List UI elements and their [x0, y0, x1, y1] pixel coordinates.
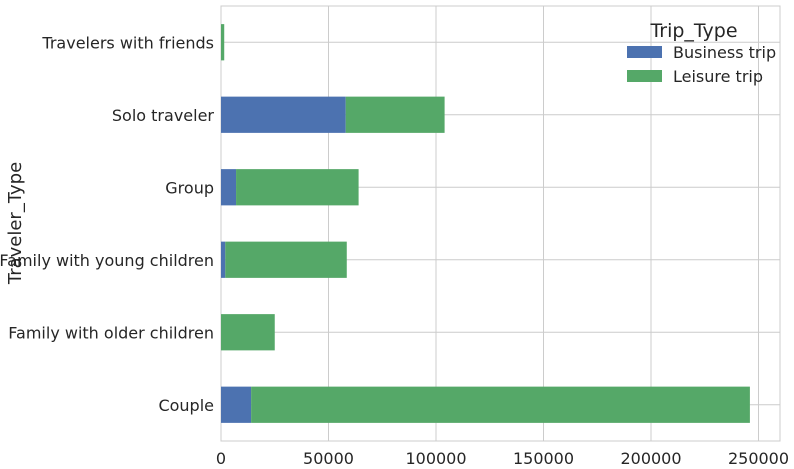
legend: Trip_Type Business trip Leisure trip: [627, 20, 776, 86]
x-tick-label: 150000: [513, 449, 574, 468]
legend-swatch: [627, 70, 662, 82]
plot-background: [220, 5, 781, 442]
y-tick-label: Solo traveler: [112, 106, 215, 125]
y-tick-label: Couple: [158, 396, 214, 415]
bar-family-with-young-children-leisure-trip: [225, 241, 347, 278]
y-axis-title: Traveler_Type: [5, 162, 26, 285]
legend-label: Business trip: [673, 43, 776, 62]
legend-label: Leisure trip: [673, 67, 763, 86]
bar-group-leisure-trip: [236, 169, 359, 206]
y-tick-label: Travelers with friends: [41, 33, 214, 52]
y-tick-label: Family with older children: [8, 323, 214, 342]
legend-swatch: [627, 46, 662, 58]
y-tick-label: Group: [165, 178, 214, 197]
y-tick-label: Family with young children: [0, 251, 214, 270]
bars: [221, 24, 750, 423]
bar-solo-traveler-leisure-trip: [345, 96, 445, 133]
x-tick-label: 0: [216, 449, 226, 468]
x-tick-labels: 0 50000 100000 150000 200000 250000: [216, 449, 789, 468]
bar-family-with-older-children-leisure-trip: [221, 314, 275, 351]
x-tick-label: 50000: [303, 449, 354, 468]
x-tick-label: 250000: [728, 449, 789, 468]
bar-solo-traveler-business-trip: [221, 96, 346, 133]
x-tick-label: 200000: [620, 449, 681, 468]
bar-family-with-young-children-business-trip: [221, 241, 226, 278]
legend-title: Trip_Type: [649, 20, 737, 42]
bar-couple-leisure-trip: [251, 386, 750, 423]
bar-group-business-trip: [221, 169, 237, 206]
bar-couple-business-trip: [221, 386, 252, 423]
x-tick-label: 100000: [405, 449, 466, 468]
y-tick-labels: Couple Family with older children Family w…: [0, 33, 214, 415]
bar-travelers-with-friends-leisure-trip: [221, 24, 225, 61]
